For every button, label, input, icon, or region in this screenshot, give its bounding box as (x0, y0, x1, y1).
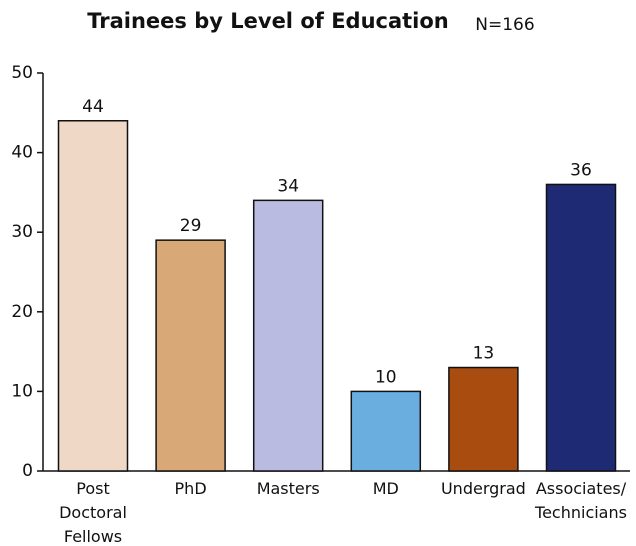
data-label: 34 (277, 176, 299, 196)
y-tick-label: 50 (11, 63, 33, 83)
data-label: 10 (375, 367, 397, 387)
data-label: 29 (180, 216, 202, 236)
y-tick-label: 40 (11, 143, 33, 163)
data-label: 44 (82, 97, 104, 117)
x-tick-label: MD (372, 479, 399, 498)
data-label: 36 (570, 160, 592, 180)
chart-title: Trainees by Level of Education (87, 9, 449, 33)
y-tick-label: 20 (11, 302, 33, 322)
y-tick-label: 10 (11, 381, 33, 401)
x-tick-label: Masters (256, 479, 320, 498)
x-tick-label: Associates/ Technicians (535, 479, 627, 522)
x-tick-label: Undergrad (440, 479, 526, 498)
bar (350, 390, 422, 472)
bar (155, 239, 226, 472)
bar (57, 120, 129, 472)
x-tick-label: Post Doctoral Fellows (59, 479, 127, 546)
y-tick-label: 0 (22, 461, 33, 481)
bar (545, 183, 617, 472)
data-label: 13 (473, 344, 495, 364)
bar (252, 199, 324, 472)
bar (448, 366, 519, 472)
x-tick-label: PhD (174, 479, 207, 498)
chart-subtitle: N=166 (475, 15, 534, 35)
y-tick-label: 30 (11, 222, 33, 242)
